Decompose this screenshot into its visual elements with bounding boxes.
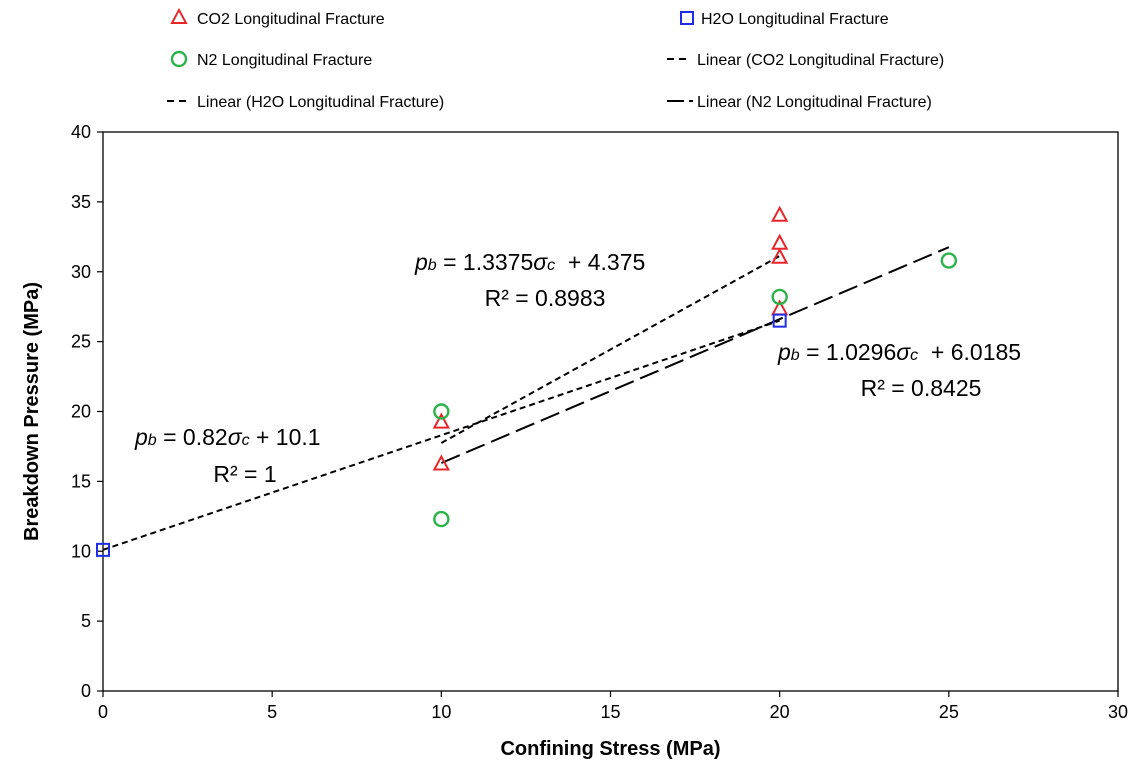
- trendline: [440, 255, 781, 444]
- equation-annotation: pb = 1.3375σc + 4.375 R² = 0.8983: [414, 249, 645, 311]
- y-tick-label: 15: [71, 471, 91, 491]
- x-tick-label: 25: [939, 702, 959, 722]
- x-tick-label: 5: [267, 702, 277, 722]
- legend-item: N2 Longitudinal Fracture: [170, 50, 372, 69]
- y-axis-title: Breakdown Pressure (MPa): [21, 282, 43, 541]
- legend-item: Linear (H2O Longitudinal Fracture): [167, 94, 444, 111]
- data-point: [771, 288, 788, 306]
- data-point: [940, 252, 958, 269]
- legend-item: Linear (N2 Longitudinal Fracture): [667, 94, 932, 111]
- r-squared-text: R² = 1: [213, 461, 276, 487]
- legend-item: H2O Longitudinal Fracture: [680, 11, 889, 28]
- y-tick-label: 25: [71, 332, 91, 352]
- r-squared-text: R² = 0.8983: [485, 285, 606, 311]
- axis-ticks: 0 5 10 15 20 25 30 0 5 10 15 20 25 30 35 40: [71, 122, 1128, 722]
- legend-label: CO2 Longitudinal Fracture: [197, 11, 385, 28]
- x-tick-label: 30: [1108, 702, 1128, 722]
- data-points: [96, 205, 958, 557]
- y-tick-label: 5: [81, 611, 91, 631]
- legend-item: CO2 Longitudinal Fracture: [170, 7, 385, 28]
- data-point: [770, 247, 789, 264]
- plot-area: [102, 131, 1119, 692]
- x-axis-title: Confining Stress (MPa): [500, 738, 720, 760]
- legend-label: Linear (H2O Longitudinal Fracture): [197, 94, 444, 111]
- legend-label: N2 Longitudinal Fracture: [197, 52, 372, 69]
- y-tick-label: 30: [71, 262, 91, 282]
- legend-label: Linear (N2 Longitudinal Fracture): [697, 94, 932, 111]
- legend-swatch: [170, 50, 188, 68]
- legend-label: H2O Longitudinal Fracture: [701, 11, 889, 28]
- legend-item: Linear (CO2 Longitudinal Fracture): [667, 52, 944, 69]
- data-point: [433, 403, 450, 420]
- y-tick-label: 0: [81, 681, 91, 701]
- trendline: [440, 246, 950, 464]
- x-tick-label: 15: [600, 702, 620, 722]
- equation-annotation: pb = 0.82σc + 10.1 R² = 1: [134, 424, 321, 487]
- trendline: [102, 319, 780, 551]
- y-tick-label: 40: [71, 122, 91, 142]
- legend-label: Linear (CO2 Longitudinal Fracture): [697, 52, 944, 69]
- equation-annotation: pb = 1.0296σc + 6.0185 R² = 0.8425: [777, 339, 1021, 401]
- data-point: [432, 454, 451, 471]
- equation-text: pb = 0.82σc + 10.1: [134, 424, 321, 450]
- data-point: [433, 510, 450, 528]
- data-point: [770, 205, 789, 222]
- legend-swatch: [680, 11, 694, 25]
- equation-text: pb = 1.0296σc + 6.0185: [777, 339, 1021, 365]
- legend-swatch: [170, 7, 188, 24]
- x-tick-label: 0: [98, 702, 108, 722]
- y-tick-label: 20: [71, 402, 91, 422]
- x-tick-label: 10: [431, 702, 451, 722]
- equation-text: pb = 1.3375σc + 4.375: [414, 249, 645, 275]
- data-point: [432, 412, 451, 429]
- data-point: [772, 313, 787, 328]
- x-tick-label: 20: [770, 702, 790, 722]
- legend: CO2 Longitudinal Fracture H2O Longitudina…: [167, 7, 944, 111]
- data-point: [770, 233, 789, 250]
- r-squared-text: R² = 0.8425: [861, 375, 982, 401]
- data-point: [96, 542, 110, 557]
- y-tick-label: 10: [71, 541, 91, 561]
- trendlines: [102, 246, 950, 551]
- equation-annotations: pb = 0.82σc + 10.1 R² = 1 pb = 1.3375σc + …: [134, 249, 1021, 487]
- y-tick-label: 35: [71, 192, 91, 212]
